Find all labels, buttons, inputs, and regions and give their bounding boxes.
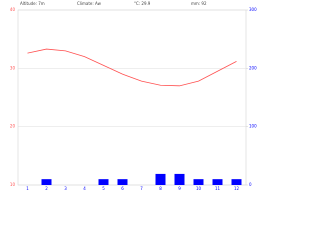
x-tick-label: 1 bbox=[26, 186, 29, 191]
x-tick-label: 9 bbox=[178, 186, 181, 191]
plot-frame bbox=[17, 9, 247, 186]
y2-tick-label: 300 bbox=[249, 7, 257, 12]
x-tick-label: 12 bbox=[234, 186, 240, 191]
header-text: Altitude: 7m bbox=[20, 1, 45, 6]
header-text: Climate: Aw bbox=[77, 1, 102, 6]
temperature-line bbox=[27, 48, 237, 87]
y-tick-label: 40 bbox=[10, 7, 16, 12]
precip-bar bbox=[193, 179, 204, 185]
header-text: mm: 92 bbox=[191, 1, 207, 6]
x-tick-label: 3 bbox=[64, 186, 67, 191]
y-tick-label: 10 bbox=[10, 182, 16, 187]
x-tick-label: 8 bbox=[159, 186, 162, 191]
precip-bar bbox=[98, 179, 109, 185]
x-tick-label: 2 bbox=[45, 186, 48, 191]
precip-bar bbox=[117, 179, 128, 185]
precip-bar bbox=[174, 173, 185, 185]
precip-bar bbox=[212, 179, 223, 185]
x-tick-label: 7 bbox=[140, 186, 143, 191]
precip-bar bbox=[231, 179, 242, 185]
y2-tick-label: 100 bbox=[249, 124, 257, 129]
y-tick-label: 30 bbox=[10, 65, 16, 70]
y2-tick-label: 0 bbox=[249, 182, 252, 187]
precip-bar bbox=[41, 179, 52, 185]
header-text: °C: 29.9 bbox=[134, 1, 151, 6]
precip-bar bbox=[155, 173, 166, 185]
x-tick-label: 11 bbox=[215, 186, 221, 191]
y2-tick-label: 200 bbox=[249, 65, 257, 70]
x-tick-label: 10 bbox=[196, 186, 202, 191]
y-tick-label: 20 bbox=[10, 124, 16, 129]
x-tick-label: 6 bbox=[121, 186, 124, 191]
x-tick-label: 4 bbox=[83, 186, 86, 191]
x-tick-label: 5 bbox=[102, 186, 105, 191]
chart: Altitude: 7m Climate: Aw °C: 29.9 mm: 92102… bbox=[10, 1, 257, 191]
